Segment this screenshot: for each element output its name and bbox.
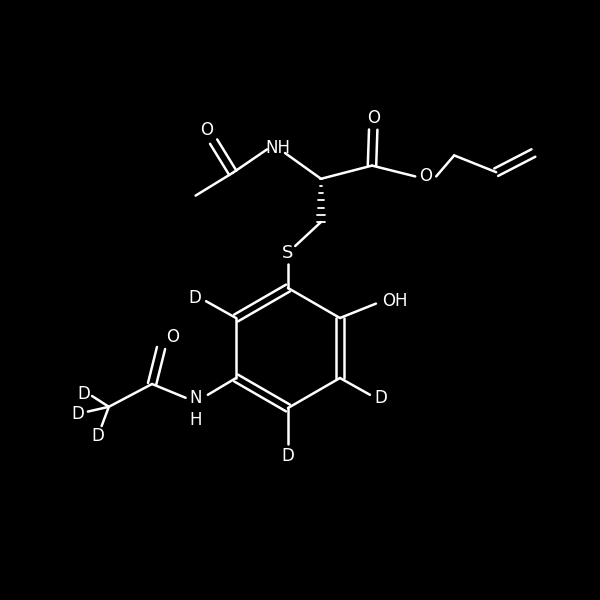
Text: D: D: [189, 289, 202, 307]
Text: O: O: [200, 121, 213, 139]
Text: D: D: [281, 447, 295, 465]
Text: D: D: [77, 385, 90, 403]
Text: O: O: [167, 328, 179, 346]
Text: OH: OH: [382, 292, 408, 310]
Text: S: S: [283, 244, 293, 262]
Text: D: D: [92, 427, 104, 445]
Text: NH: NH: [265, 139, 290, 157]
Text: H: H: [190, 411, 202, 429]
Text: O: O: [367, 109, 380, 127]
Text: D: D: [374, 389, 387, 407]
Text: O: O: [419, 167, 433, 185]
Text: N: N: [190, 389, 202, 407]
Text: D: D: [71, 405, 84, 423]
